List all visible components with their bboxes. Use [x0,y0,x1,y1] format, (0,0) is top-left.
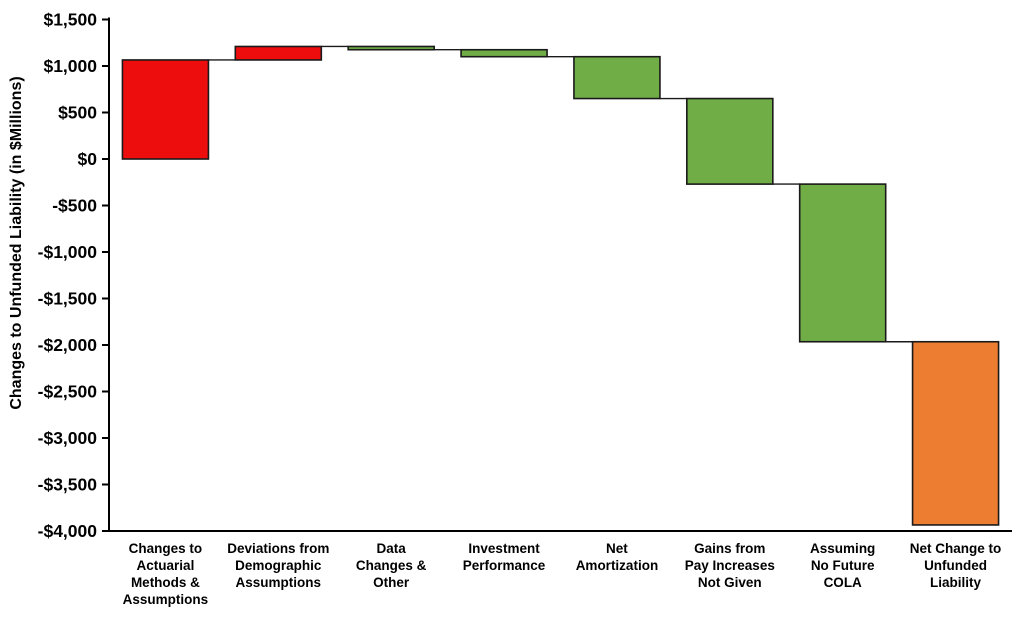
waterfall-bar [686,97,774,185]
y-tick-label: -$2,000 [38,335,98,355]
y-tick-label: -$3,500 [38,475,98,495]
x-category-label: Net Change to Unfunded Liability [910,541,1002,590]
x-category-label: Assuming No Future COLA [810,541,875,590]
waterfall-bar [121,59,210,160]
y-tick-label: -$1,500 [38,289,98,309]
x-category-label: Investment Performance [463,541,546,573]
y-tick-label: $500 [58,103,97,123]
y-axis-title: Changes to Unfunded Liability (in $Milli… [8,76,25,409]
x-category-label: Deviations from Demographic Assumptions [227,541,329,590]
waterfall-bar [798,183,887,343]
y-tick-label: $0 [78,149,98,169]
y-tick-label: -$4,000 [38,521,98,541]
y-tick-label: -$3,000 [38,428,98,448]
x-category-label: Net Amortization [576,541,659,573]
x-category-label: Gains from Pay Increases Not Given [685,541,775,590]
waterfall-bar [911,340,1000,526]
waterfall-bar [234,45,323,61]
y-tick-label: -$500 [52,196,97,216]
x-category-label: Changes to Actuarial Methods & Assumptions [123,541,209,607]
y-tick-label: -$2,500 [38,382,98,402]
x-category-label: Data Changes & Other [356,541,427,590]
y-tick-label: $1,500 [43,10,97,30]
y-tick-label: -$1,000 [38,242,98,262]
waterfall-bar [460,48,548,58]
waterfall-bar [573,55,661,100]
y-tick-label: $1,000 [43,56,97,76]
waterfall-bar [347,45,435,51]
